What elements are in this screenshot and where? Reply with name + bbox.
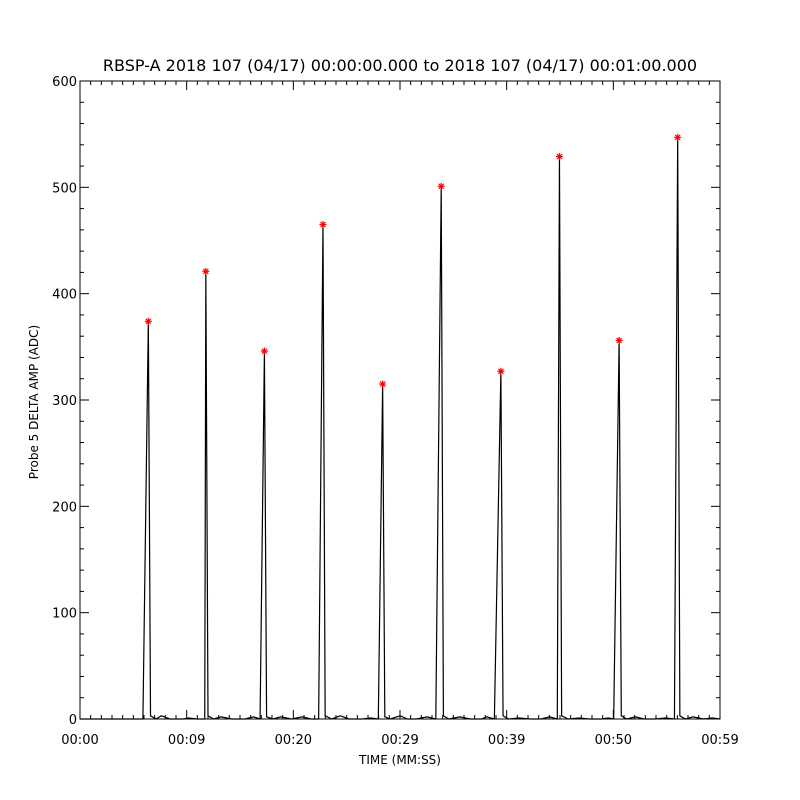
axes: 0 100 200 300 400 500 600 00:00 00:09 00:20 00:29 0… [52,75,739,748]
y-axis-label: Probe 5 DELTA AMP (ADC) [27,325,41,479]
y-tick-label: 500 [52,181,77,196]
y-tick-label: 600 [52,75,77,90]
peak-marker [202,267,210,275]
y-tick-label: 300 [52,394,77,409]
x-tick-label: 00:09 [168,733,205,748]
x-tick-label: 00:39 [488,733,525,748]
peak-markers [144,133,682,388]
y-tick-label: 100 [52,607,77,622]
chart-title: RBSP-A 2018 107 (04/17) 00:00:00.000 to … [103,56,697,75]
x-tick-label: 00:50 [595,733,632,748]
peak-marker [379,380,387,388]
peak-marker [615,336,623,344]
x-tick-label: 00:00 [61,733,98,748]
x-tick-label: 00:59 [701,733,738,748]
x-tick-label: 00:20 [275,733,312,748]
peak-marker [319,221,327,229]
series-layer [80,136,721,720]
x-axis-label: TIME (MM:SS) [358,753,441,767]
x-tick-label: 00:29 [381,733,418,748]
peak-marker [437,182,445,190]
peak-marker [260,347,268,355]
y-tick-label: 200 [52,500,77,515]
series-line [80,136,721,720]
y-tick-label: 0 [69,713,77,728]
peak-marker [555,153,563,160]
peak-marker [497,367,505,375]
y-tick-label: 400 [52,288,77,303]
peak-marker [144,317,152,325]
plot-frame [79,80,721,720]
peak-marker [674,133,682,141]
